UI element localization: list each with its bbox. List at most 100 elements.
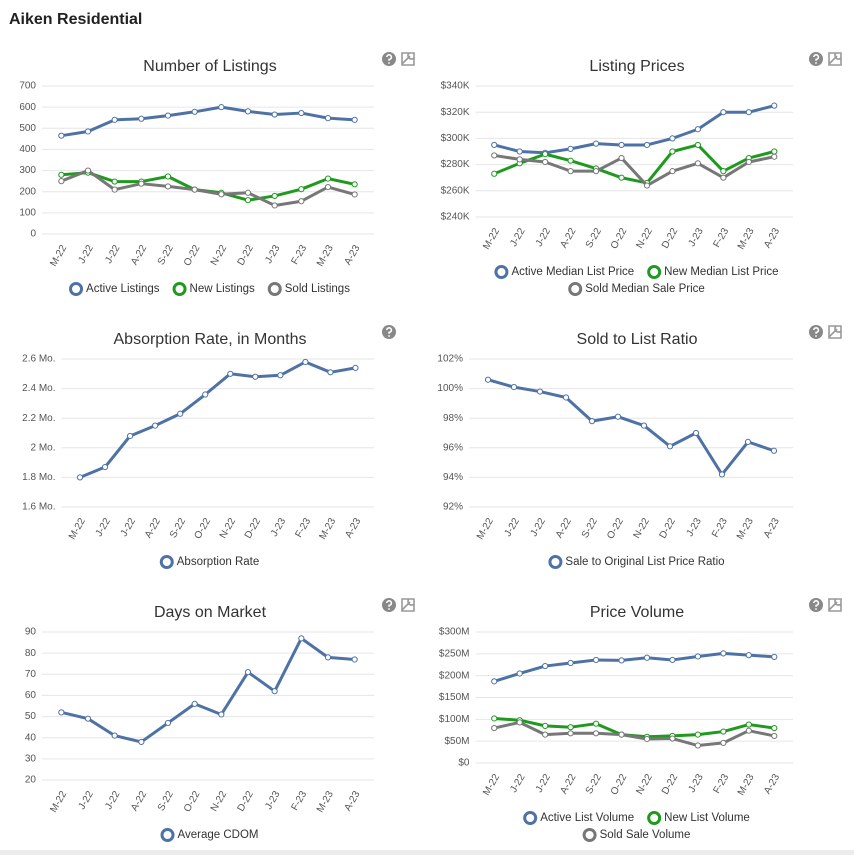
data-point xyxy=(542,731,549,738)
legend-item[interactable]: New List Volume xyxy=(647,811,750,825)
legend-marker xyxy=(69,282,84,296)
legend-item[interactable]: Sale to Original List Price Ratio xyxy=(548,555,725,569)
legend-item[interactable]: Sold Listings xyxy=(267,282,350,296)
settings-icon[interactable] xyxy=(828,52,842,66)
y-tick-label: 600 xyxy=(19,102,36,113)
data-point xyxy=(720,728,727,735)
chart-title: Price Volume xyxy=(590,604,684,621)
legend-item[interactable]: New Median List Price xyxy=(647,265,779,279)
data-point xyxy=(111,732,118,739)
legend-item[interactable]: New Listings xyxy=(172,282,255,296)
settings-icon[interactable] xyxy=(828,325,842,339)
legend-item[interactable]: Active List Volume xyxy=(523,811,634,825)
legend-marker xyxy=(647,811,662,825)
data-point xyxy=(111,116,118,123)
data-point xyxy=(694,731,701,738)
data-point xyxy=(592,656,600,664)
legend-item[interactable]: Sold Median Sale Price xyxy=(568,282,705,296)
data-point xyxy=(720,168,727,175)
data-point xyxy=(324,183,332,191)
legend-label: New Median List Price xyxy=(664,266,778,278)
help-glyph xyxy=(813,327,820,334)
settings-icon[interactable] xyxy=(401,52,415,66)
y-tick-label: 90 xyxy=(25,627,37,638)
data-point xyxy=(324,115,332,122)
legend-label: New List Volume xyxy=(664,812,750,824)
legend-item[interactable]: Active Median List Price xyxy=(494,265,634,279)
y-tick-label: 0 xyxy=(30,229,36,240)
data-point xyxy=(718,471,726,478)
legend-item[interactable]: Absorption Rate xyxy=(159,555,259,569)
data-point xyxy=(271,111,278,118)
data-point xyxy=(643,735,651,743)
data-point xyxy=(771,102,778,109)
legend-item[interactable]: Active Listings xyxy=(69,282,160,296)
data-point xyxy=(567,659,574,667)
data-point xyxy=(516,156,523,163)
series-line xyxy=(493,651,775,683)
legend-label: Sold Sale Volume xyxy=(600,829,691,841)
legend-label: Sold Listings xyxy=(285,283,350,295)
y-tick-label: $260K xyxy=(441,185,470,196)
data-point xyxy=(351,116,358,123)
data-point xyxy=(745,652,752,659)
y-tick-label: 1.6 Mo. xyxy=(22,502,55,513)
help-icon[interactable] xyxy=(382,598,396,612)
data-point xyxy=(324,654,332,661)
series-line xyxy=(61,105,355,138)
data-point xyxy=(618,141,625,149)
data-point xyxy=(510,384,518,391)
data-point xyxy=(298,186,305,193)
data-point xyxy=(770,447,778,454)
help-icon[interactable] xyxy=(809,598,823,612)
data-point xyxy=(252,373,259,380)
settings-glyph xyxy=(828,52,842,66)
data-point xyxy=(669,735,676,742)
y-tick-label: 70 xyxy=(25,669,37,680)
legend-label: Absorption Rate xyxy=(177,556,259,568)
legend-marker xyxy=(267,282,282,296)
chart-title: Sold to List Ratio xyxy=(577,331,698,348)
help-glyph xyxy=(386,600,393,607)
data-point xyxy=(218,104,225,111)
data-point xyxy=(592,140,600,147)
data-point xyxy=(771,148,778,155)
data-point xyxy=(58,178,65,185)
y-tick-label: 98% xyxy=(443,413,463,424)
help-dot xyxy=(815,608,817,610)
data-point xyxy=(640,422,648,429)
data-point xyxy=(491,724,498,732)
help-icon[interactable] xyxy=(809,52,823,66)
y-tick-label: 2 Mo. xyxy=(30,442,55,453)
data-point xyxy=(516,148,523,155)
y-tick-label: 30 xyxy=(25,753,37,764)
help-icon[interactable] xyxy=(809,325,823,339)
data-point xyxy=(177,410,184,417)
help-icon[interactable] xyxy=(382,52,396,66)
y-tick-label: 92% xyxy=(443,502,463,513)
legend-label: Average CDOM xyxy=(178,829,259,841)
data-point xyxy=(277,372,284,379)
legend-item[interactable]: Average CDOM xyxy=(160,828,259,842)
settings-glyph xyxy=(401,598,415,612)
data-point xyxy=(351,181,358,188)
data-point xyxy=(164,173,172,180)
y-tick-label: $280K xyxy=(441,159,470,170)
legend-marker xyxy=(523,811,538,825)
settings-icon[interactable] xyxy=(828,598,842,612)
series-line xyxy=(487,378,775,476)
data-point xyxy=(694,742,701,749)
data-point xyxy=(352,364,359,371)
data-point xyxy=(771,153,778,160)
data-point xyxy=(164,112,172,119)
help-icon[interactable] xyxy=(382,325,396,339)
data-point xyxy=(542,158,549,166)
data-point xyxy=(567,730,574,737)
data-point xyxy=(567,724,574,731)
y-tick-label: 1.8 Mo. xyxy=(22,472,55,483)
settings-icon[interactable] xyxy=(401,598,415,612)
y-tick-label: 94% xyxy=(443,472,463,483)
legend-item[interactable]: Sold Sale Volume xyxy=(582,828,691,842)
legend-marker xyxy=(172,282,187,296)
